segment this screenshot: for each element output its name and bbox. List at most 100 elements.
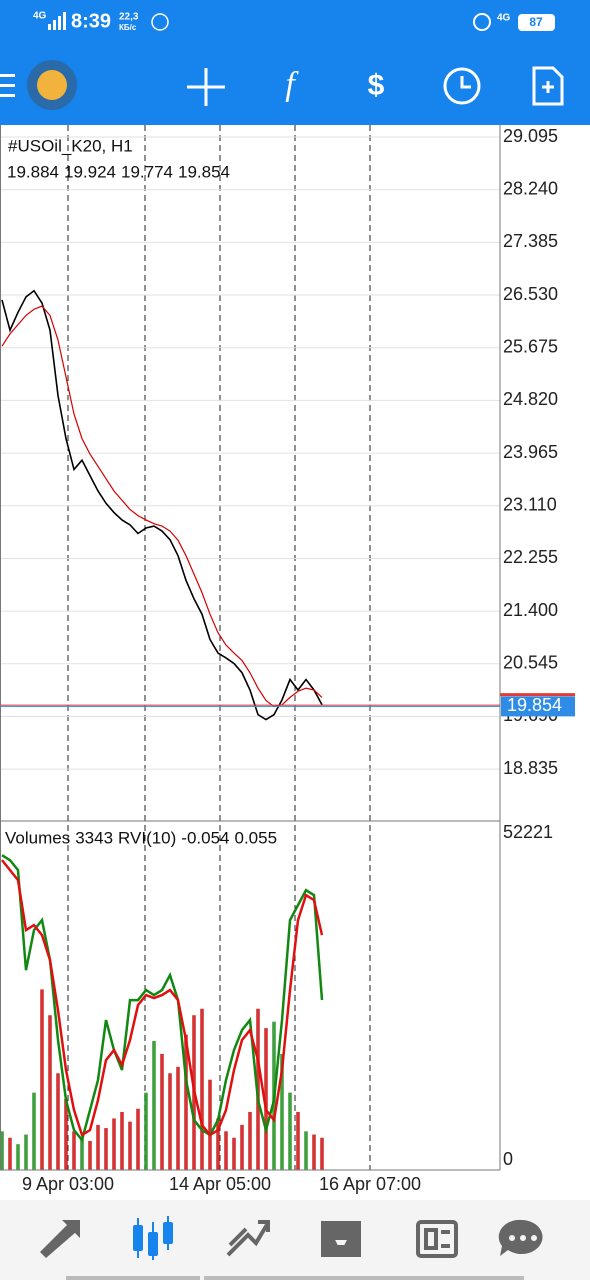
indicator-label: Volumes (5, 828, 70, 847)
volume-bar (296, 1111, 300, 1170)
volume-bar (312, 1134, 316, 1170)
y-tick-label: 28.240 (503, 178, 558, 198)
ohlc-value: 19.924 (64, 162, 116, 181)
y-tick-label: 26.530 (503, 284, 558, 304)
alarm-icon (473, 13, 491, 31)
volume-bar (280, 1053, 284, 1170)
volume-bar (16, 1144, 20, 1170)
volume-bar (208, 1079, 212, 1170)
volume-bar (120, 1111, 124, 1170)
moving-average (1, 305, 323, 708)
volume-bar (304, 1131, 308, 1170)
y-tick-label: 23.110 (503, 495, 557, 515)
app-logo-inner (37, 70, 67, 100)
volume-bar (184, 1034, 188, 1170)
volume-bar (104, 1128, 108, 1170)
chat-tab[interactable] (498, 1219, 543, 1256)
volume-bar (176, 1066, 180, 1170)
app-bar (0, 0, 590, 125)
y-tick-label: 25.675 (503, 336, 558, 356)
x-tick-label: 14 Apr 05:00 (169, 1174, 271, 1194)
ohlc-value: 19.774 (121, 162, 173, 181)
ohlc-value: 19.854 (178, 162, 230, 181)
volume-bar (48, 1015, 52, 1170)
battery-icon (518, 14, 555, 31)
volume-bar (112, 1118, 116, 1170)
timeframe-button[interactable] (443, 67, 481, 105)
bid-label: 19.854 (507, 695, 562, 715)
volume-bar (320, 1137, 324, 1170)
rvi-line (1, 859, 324, 1137)
y-tick-label: 52221 (503, 822, 553, 842)
scroll-indicator (66, 1276, 200, 1280)
volume-bar (152, 1041, 156, 1170)
menu-button[interactable] (0, 74, 15, 97)
volume-bar (8, 1137, 12, 1170)
volume-bar (64, 1099, 68, 1170)
new-order-button[interactable] (532, 66, 564, 106)
y-tick-label: 21.400 (503, 600, 558, 620)
ohlc-value: 19.884 (7, 162, 59, 181)
volume-bar (128, 1121, 132, 1170)
signal-icon (48, 12, 66, 30)
bottom-nav (0, 1200, 590, 1280)
indicator-label: 3343 (75, 828, 113, 847)
price-line (1, 289, 323, 721)
battery-level: 87 (529, 15, 543, 29)
speed: 22,3 (119, 12, 139, 23)
ask-marker (500, 693, 575, 697)
y-tick-label: 24.820 (503, 389, 558, 409)
quotes-tab[interactable] (40, 1220, 80, 1258)
hotspot-icon (151, 13, 169, 31)
volume-bar (40, 989, 44, 1170)
y-tick-label: 27.385 (503, 231, 558, 251)
rvi-line (1, 854, 324, 1143)
y-tick-label: 20.545 (503, 653, 558, 673)
volume-bar (136, 1108, 140, 1170)
volume-bar (240, 1124, 244, 1170)
volume-bar (24, 1134, 28, 1170)
y-tick-label: 23.965 (503, 442, 558, 462)
volume-bar (32, 1092, 36, 1170)
volume-bar (88, 1140, 92, 1170)
y-tick-label: 0 (503, 1149, 513, 1169)
volume-bar (168, 1073, 172, 1170)
volume-bar (72, 1131, 76, 1170)
volume-bar (224, 1131, 228, 1170)
bid-label-box (501, 696, 575, 717)
volume-bar (144, 1092, 148, 1170)
volume-bar (264, 1028, 268, 1170)
chart-title: #USOil_K20, H1 (8, 136, 133, 155)
trade-button[interactable]: $ (368, 69, 385, 102)
network-label: 4G (497, 13, 511, 24)
volume-bar (232, 1137, 236, 1170)
indicator-label: RVI(10) (118, 828, 176, 847)
x-tick-label: 9 Apr 03:00 (22, 1174, 114, 1194)
y-tick-label: 18.835 (503, 758, 558, 778)
volume-bar (216, 1118, 220, 1170)
trade-tab[interactable] (226, 1220, 270, 1257)
volume-bar (0, 1131, 4, 1170)
history-tab[interactable] (321, 1221, 361, 1257)
y-tick-label: 29.095 (503, 126, 558, 146)
scroll-indicator (204, 1276, 524, 1280)
volume-bar (248, 1111, 252, 1170)
chart-tab[interactable] (133, 1216, 173, 1260)
volume-bar (160, 1053, 164, 1170)
volume-bar (80, 1137, 84, 1170)
y-tick-label: 22.255 (503, 547, 558, 567)
clock: 8:39 (71, 10, 111, 32)
news-tab[interactable] (416, 1220, 458, 1258)
indicator-label: 0.055 (235, 828, 278, 847)
volume-bar (200, 1008, 204, 1170)
volume-bar (288, 1092, 292, 1170)
crosshair-button[interactable] (187, 68, 225, 106)
volume-bar (56, 1073, 60, 1170)
volume-bar (96, 1124, 100, 1170)
speed-unit: КБ/с (119, 23, 137, 32)
network-label: 4G (33, 11, 47, 22)
x-tick-label: 16 Apr 07:00 (319, 1174, 421, 1194)
indicator-label: -0.054 (181, 828, 229, 847)
